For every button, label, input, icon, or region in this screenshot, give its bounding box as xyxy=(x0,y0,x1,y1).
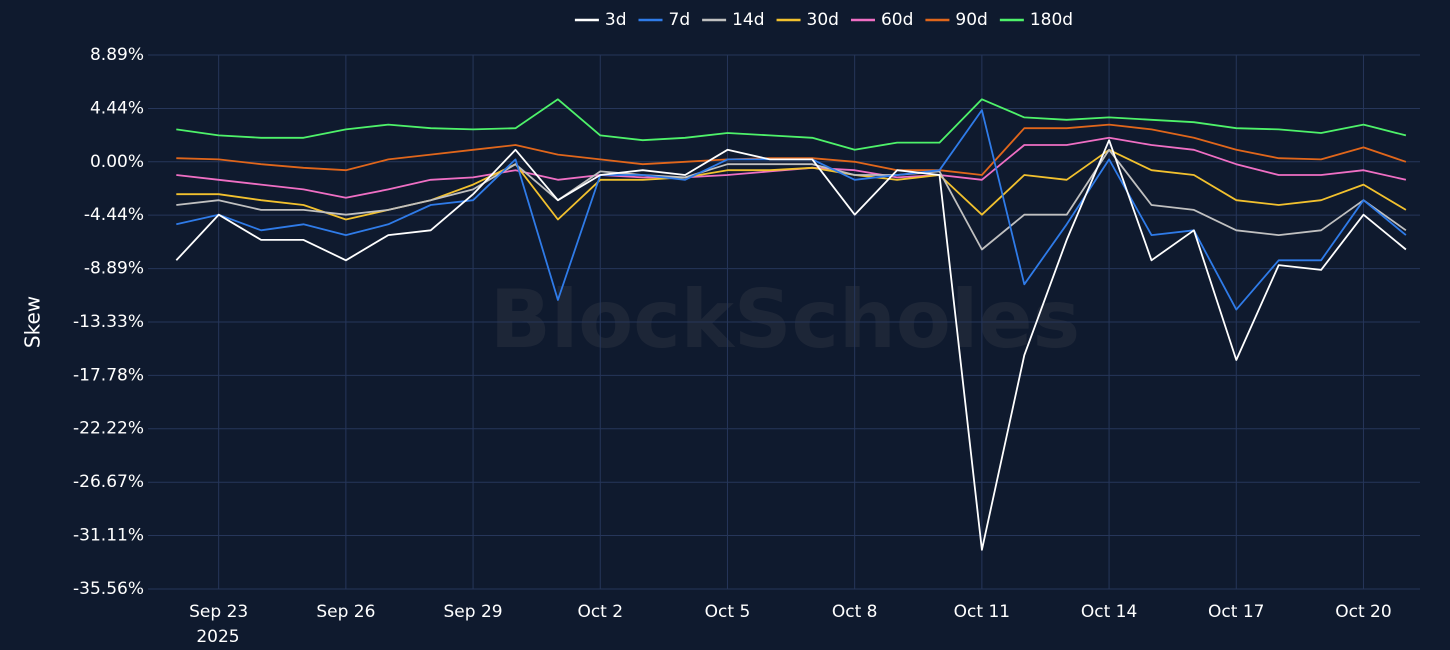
x-tick-label: Sep 29 xyxy=(444,602,503,622)
legend-label: 60d xyxy=(881,10,913,30)
y-tick-label: -13.33% xyxy=(73,312,144,332)
y-tick-label: -35.56% xyxy=(73,579,144,599)
series-line xyxy=(176,148,1407,251)
y-tick-label: -22.22% xyxy=(73,419,144,439)
x-tick-label: Oct 11 xyxy=(954,602,1010,622)
legend-label: 7d xyxy=(669,10,691,30)
series-line xyxy=(176,98,1407,151)
series-line xyxy=(175,139,1407,551)
y-tick-label: -17.78% xyxy=(73,365,144,385)
y-axis-label: Skew xyxy=(21,296,45,348)
y-tick-label: -8.89% xyxy=(84,259,144,279)
watermark: BlockScholes xyxy=(490,273,1080,366)
x-tick-label: Oct 20 xyxy=(1335,602,1391,622)
legend: 3d 7d 14d 30d 60d 90d 180d xyxy=(574,10,1073,30)
legend-label: 14d xyxy=(732,10,764,30)
series-line xyxy=(176,123,1407,176)
series-line xyxy=(176,136,1407,199)
x-tick-label: Oct 17 xyxy=(1208,602,1264,622)
legend-label: 3d xyxy=(605,10,627,30)
x-tick-label: Oct 14 xyxy=(1081,602,1137,622)
legend-label: 90d xyxy=(955,10,987,30)
x-tick-label: Sep 23 xyxy=(189,602,248,622)
x-tick-label: Oct 2 xyxy=(577,602,623,622)
grid xyxy=(148,54,1420,590)
legend-label: 30d xyxy=(807,10,839,30)
legend-label: 180d xyxy=(1030,10,1073,30)
y-tick-label: -26.67% xyxy=(73,472,144,492)
y-tick-label: 0.00% xyxy=(90,152,144,172)
y-tick-label: -31.11% xyxy=(73,526,144,546)
y-tick-label: 8.89% xyxy=(90,45,144,65)
x-tick-label: Oct 5 xyxy=(705,602,751,622)
x-tick-label: Sep 26 xyxy=(316,602,375,622)
x-tick-label: Oct 8 xyxy=(832,602,878,622)
x-year-label: 2025 xyxy=(196,627,239,647)
y-tick-label: -4.44% xyxy=(84,205,144,225)
y-tick-label: 4.44% xyxy=(90,98,144,118)
